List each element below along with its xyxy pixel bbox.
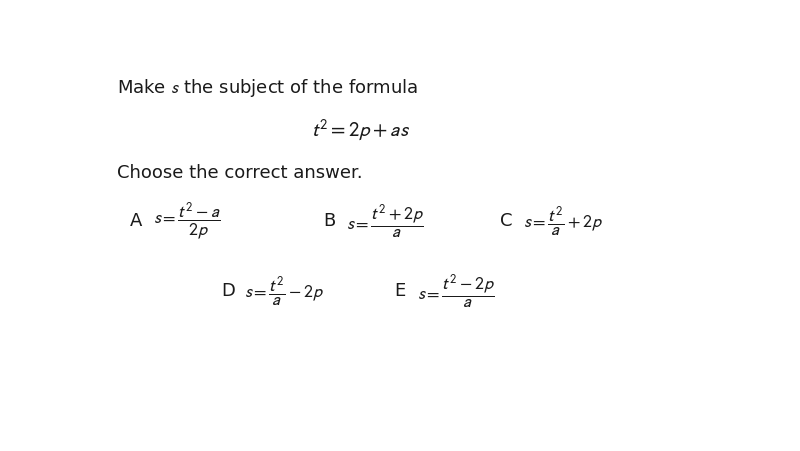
Text: Make $s$ the subject of the formula: Make $s$ the subject of the formula xyxy=(117,77,418,99)
Text: $s = \dfrac{t^2 - a}{2p}$: $s = \dfrac{t^2 - a}{2p}$ xyxy=(153,200,220,241)
Text: $s = \dfrac{t^2 - 2p}{a}$: $s = \dfrac{t^2 - 2p}{a}$ xyxy=(418,272,495,309)
Text: C: C xyxy=(500,212,513,230)
Text: A: A xyxy=(130,212,142,230)
Text: $s = \dfrac{t^2 + 2p}{a}$: $s = \dfrac{t^2 + 2p}{a}$ xyxy=(346,202,424,239)
Text: $s = \dfrac{t^2}{a} - 2p$: $s = \dfrac{t^2}{a} - 2p$ xyxy=(244,273,324,307)
Text: B: B xyxy=(323,212,335,230)
Text: D: D xyxy=(221,281,234,299)
Text: E: E xyxy=(394,281,406,299)
Text: $t^2 = 2p + as$: $t^2 = 2p + as$ xyxy=(311,117,410,141)
Text: $s = \dfrac{t^2}{a} + 2p$: $s = \dfrac{t^2}{a} + 2p$ xyxy=(523,204,603,238)
Text: Choose the correct answer.: Choose the correct answer. xyxy=(117,164,362,181)
